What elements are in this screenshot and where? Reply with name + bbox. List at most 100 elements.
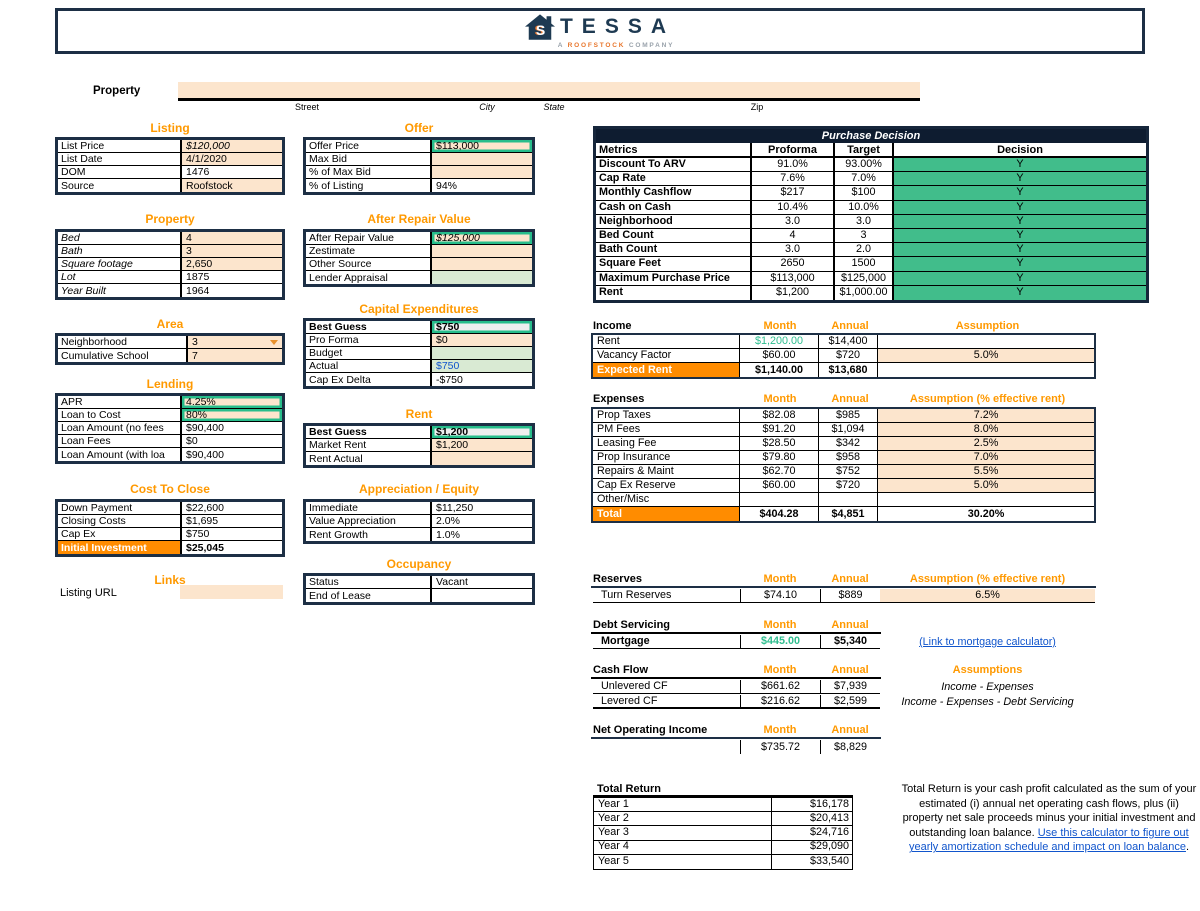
listing-url-label: Listing URL <box>60 587 117 599</box>
cell-annual: $2,599 <box>820 695 880 707</box>
house-icon: S S <box>524 13 555 40</box>
table-row: Best Guess $750 <box>306 321 532 334</box>
capex-budget-cell[interactable] <box>432 347 532 359</box>
offer-title: Offer <box>404 121 434 135</box>
capex-proforma-cell[interactable]: $0 <box>432 334 532 346</box>
row-label: Year Built <box>58 284 182 297</box>
assumption-input[interactable]: 8.0% <box>878 423 1094 436</box>
assumption-input[interactable]: 5.0% <box>878 479 1094 492</box>
loan-to-cost-cell[interactable]: 80% <box>182 409 282 421</box>
neighborhood-value: 3 <box>192 336 198 348</box>
pct-max-bid-cell[interactable] <box>432 166 532 178</box>
source-cell[interactable]: Roofstock <box>182 179 282 192</box>
list-price-cell[interactable]: $120,000 <box>182 140 282 152</box>
cell-annual: $342 <box>819 437 878 450</box>
arv-cell[interactable]: $125,000 <box>432 232 532 244</box>
row-label: PM Fees <box>593 423 740 436</box>
capex-actual-cell[interactable]: $750 <box>432 360 532 372</box>
bed-cell[interactable]: 4 <box>182 232 282 244</box>
target-value[interactable]: 1500 <box>835 257 894 271</box>
capex-best-guess-cell[interactable]: $750 <box>432 321 532 333</box>
total-return-table: Year 1 $16,178 Year 2 $20,413 Year 3 $24,71… <box>593 797 853 870</box>
cell-month: $79.80 <box>740 451 819 464</box>
row-label: Repairs & Maint <box>593 465 740 478</box>
table-row: % of Max Bid <box>306 166 532 179</box>
target-value[interactable]: 2.0 <box>835 243 894 257</box>
other-source-cell[interactable] <box>432 258 532 270</box>
apr-cell[interactable]: 4.25% <box>182 396 282 408</box>
row-label: APR <box>58 396 182 408</box>
cost-to-close-title: Cost To Close <box>130 482 210 496</box>
target-value[interactable]: $100 <box>835 186 894 200</box>
listing-url-input[interactable] <box>180 585 283 599</box>
total-return-title: Total Return <box>597 783 661 795</box>
rent-best-guess-cell[interactable]: $1,200 <box>432 426 532 438</box>
year-value: $24,716 <box>809 826 849 839</box>
bath-cell[interactable]: 3 <box>182 245 282 257</box>
proforma-value: $1,200 <box>752 285 835 300</box>
cell-month: $216.62 <box>740 695 820 707</box>
list-date-cell[interactable]: 4/1/2020 <box>182 153 282 165</box>
vacancy-assumption-input[interactable]: 5.0% <box>878 349 1094 362</box>
table-row: Square footage 2,650 <box>58 258 282 271</box>
row-label: Offer Price <box>306 140 432 152</box>
target-value[interactable]: 93.00% <box>835 158 894 172</box>
amortization-calculator-link[interactable]: Use this calculator to figure out yearly… <box>908 826 1189 854</box>
capex-table: Best Guess $750 Pro Forma $0 Budget Actual… <box>303 318 535 389</box>
expected-rent-annual: $13,680 <box>819 363 878 377</box>
row-label: Lot <box>58 271 182 283</box>
col-target: Target <box>835 143 894 156</box>
row-label: Rent Actual <box>306 452 432 465</box>
occupancy-status-cell: Vacant <box>432 576 532 588</box>
rent-assumption <box>878 335 1094 348</box>
target-value[interactable]: $1,000.00 <box>835 285 894 300</box>
row-label: Zestimate <box>306 245 432 257</box>
table-row: Year 5 $33,540 <box>594 854 852 869</box>
rent-month: $1,200.00 <box>740 335 819 348</box>
property-address-input[interactable] <box>178 82 920 98</box>
decision-cell: Y <box>894 228 1146 243</box>
assumption-input[interactable]: 7.0% <box>878 451 1094 464</box>
max-bid-cell[interactable] <box>432 153 532 165</box>
table-row: End of Lease <box>306 589 532 602</box>
assumption-input[interactable]: 6.5% <box>880 589 1095 602</box>
target-value[interactable]: 7.0% <box>835 172 894 186</box>
lot-cell: 1875 <box>182 271 282 283</box>
row-label: Rent <box>593 335 740 348</box>
area-title: Area <box>156 317 184 331</box>
neighborhood-dropdown[interactable]: 3 <box>188 336 282 348</box>
table-row: Source Roofstock <box>58 179 282 192</box>
row-label: Square footage <box>58 258 182 270</box>
rent-actual-cell[interactable] <box>432 452 532 465</box>
field-zip-label: Zip <box>750 102 764 112</box>
field-state-label: State <box>543 102 565 112</box>
school-cell[interactable]: 7 <box>188 349 282 362</box>
purchase-decision-title: Purchase Decision <box>596 129 1146 143</box>
target-value[interactable]: $125,000 <box>835 271 894 285</box>
reserves-assumption-header: Assumption (% effective rent) <box>909 573 1066 585</box>
zestimate-cell[interactable] <box>432 245 532 257</box>
proforma-value: 3.0 <box>752 243 835 257</box>
table-row: Discount To ARV 91.0% 93.00% Y <box>596 158 1146 173</box>
row-label: List Date <box>58 153 182 165</box>
table-row: Year 3 $24,716 <box>594 826 852 841</box>
assumption-input[interactable]: 5.5% <box>878 465 1094 478</box>
target-value[interactable]: 3 <box>835 228 894 243</box>
target-value[interactable]: 10.0% <box>835 200 894 214</box>
dropdown-arrow-icon[interactable] <box>270 340 278 345</box>
reserves-rule <box>591 586 1096 588</box>
capex-delta-cell: -$750 <box>432 373 532 386</box>
target-value[interactable]: 3.0 <box>835 214 894 228</box>
market-rent-cell[interactable]: $1,200 <box>432 439 532 451</box>
cell-month: $60.00 <box>740 479 819 492</box>
assumption-input[interactable]: 7.2% <box>878 409 1094 422</box>
sqft-cell[interactable]: 2,650 <box>182 258 282 270</box>
offer-price-cell[interactable]: $113,000 <box>432 140 532 152</box>
table-row: Leasing Fee $28.50 $342 2.5% <box>593 437 1094 451</box>
mortgage-calculator-link[interactable]: (Link to mortgage calculator) <box>919 636 1056 648</box>
lender-appraisal-cell[interactable] <box>432 271 532 284</box>
assumption-input[interactable]: 2.5% <box>878 437 1094 450</box>
row-label: Bath <box>58 245 182 257</box>
noi-rule <box>591 737 881 739</box>
row-label: DOM <box>58 166 182 178</box>
